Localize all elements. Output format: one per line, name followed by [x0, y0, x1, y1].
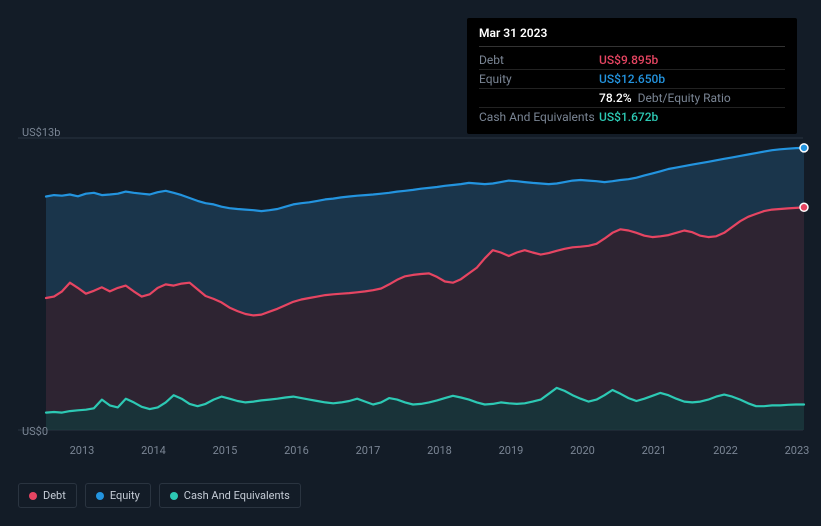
tooltip-row-cash: Cash And Equivalents US$1.672b	[479, 108, 785, 126]
legend-item-cash[interactable]: Cash And Equivalents	[159, 483, 301, 508]
legend-dot-icon	[29, 492, 37, 500]
legend-label: Cash And Equivalents	[184, 489, 290, 502]
y-axis-bottom-label: US$0	[22, 425, 48, 438]
tooltip-row-equity: Equity US$12.650b	[479, 70, 785, 89]
tooltip-ratio-empty	[479, 91, 599, 105]
legend: Debt Equity Cash And Equivalents	[18, 483, 301, 508]
tooltip-date: Mar 31 2023	[479, 26, 785, 47]
svg-text:2016: 2016	[284, 444, 309, 457]
svg-text:2014: 2014	[141, 444, 166, 457]
svg-text:2020: 2020	[570, 444, 595, 457]
legend-label: Equity	[110, 489, 140, 502]
legend-item-equity[interactable]: Equity	[85, 483, 151, 508]
svg-text:2021: 2021	[642, 444, 667, 457]
svg-text:2018: 2018	[427, 444, 452, 457]
legend-label: Debt	[43, 489, 66, 502]
tooltip-cash-label: Cash And Equivalents	[479, 110, 599, 124]
tooltip-debt-label: Debt	[479, 53, 599, 67]
tooltip-cash-value: US$1.672b	[599, 110, 658, 124]
y-axis-top-label: US$13b	[22, 126, 60, 139]
tooltip-equity-label: Equity	[479, 72, 599, 86]
tooltip-row-ratio: 78.2% Debt/Equity Ratio	[479, 89, 785, 108]
tooltip-equity-value: US$12.650b	[599, 72, 665, 86]
svg-text:2023: 2023	[785, 444, 810, 457]
tooltip-row-debt: Debt US$9.895b	[479, 51, 785, 70]
svg-text:2015: 2015	[213, 444, 238, 457]
tooltip-ratio-label: Debt/Equity Ratio	[638, 91, 731, 105]
tooltip-ratio-value: 78.2%	[599, 91, 632, 105]
legend-item-debt[interactable]: Debt	[18, 483, 77, 508]
legend-dot-icon	[96, 492, 104, 500]
tooltip-debt-value: US$9.895b	[599, 53, 658, 67]
svg-text:2017: 2017	[356, 444, 381, 457]
svg-text:2013: 2013	[70, 444, 95, 457]
svg-text:2019: 2019	[499, 444, 524, 457]
chart-tooltip: Mar 31 2023 Debt US$9.895b Equity US$12.…	[467, 18, 797, 134]
svg-text:2022: 2022	[713, 444, 738, 457]
legend-dot-icon	[170, 492, 178, 500]
